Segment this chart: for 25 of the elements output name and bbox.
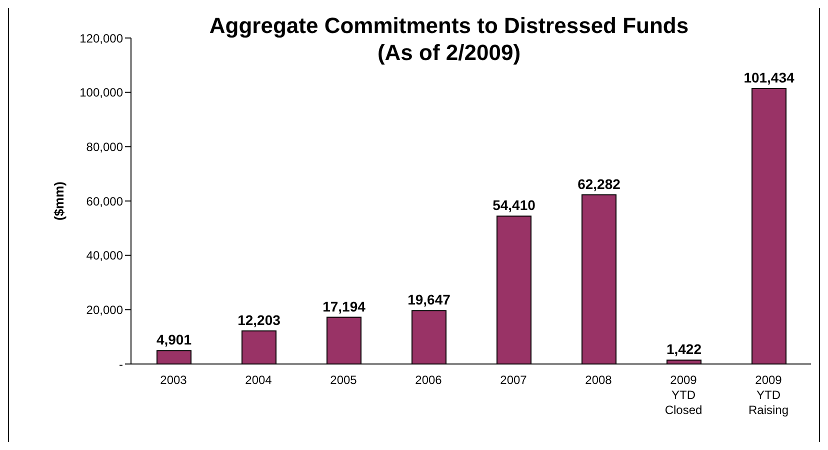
x-tick-label: 2006	[415, 373, 442, 387]
x-tick-label: 2004	[245, 373, 272, 387]
y-tick-label: 100,000	[80, 86, 124, 100]
x-tick-label: 2007	[500, 373, 528, 387]
y-tick-label: 80,000	[86, 140, 124, 154]
x-tick-label: 2009 YTD Closed	[664, 373, 702, 417]
y-tick-label: 40,000	[86, 248, 124, 263]
data-label: 17,194	[322, 298, 366, 314]
y-tick-label: 60,000	[86, 194, 124, 208]
x-tick-label: 2008	[585, 373, 612, 387]
data-label: 101,434	[744, 69, 795, 86]
y-tick-label: 120,000	[80, 31, 124, 46]
y-axis-title: ($mm)	[52, 181, 67, 221]
data-label: 1,422	[666, 341, 702, 358]
data-label: 12,203	[238, 312, 281, 328]
data-label: 62,282	[578, 176, 621, 192]
x-tick-label: 2003	[160, 373, 188, 387]
y-tick-label: -	[119, 357, 123, 372]
data-label: 19,647	[408, 292, 451, 308]
x-tick-label: 2005	[330, 373, 358, 387]
data-label: 4,901	[156, 332, 192, 348]
x-tick-label: 2009 YTD Raising	[748, 373, 789, 417]
chart-title: Aggregate Commitments to Distressed Funds (As of 2/2009)	[209, 13, 689, 65]
data-label: 54,410	[492, 197, 536, 214]
y-tick-label: 20,000	[86, 302, 124, 317]
